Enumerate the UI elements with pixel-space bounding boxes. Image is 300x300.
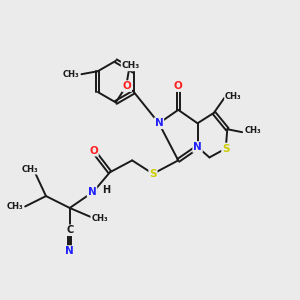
Text: H: H — [102, 185, 110, 195]
Text: C: C — [66, 225, 74, 235]
Text: S: S — [149, 169, 157, 179]
Text: O: O — [127, 61, 135, 70]
Text: O: O — [174, 81, 183, 91]
Text: CH₃: CH₃ — [225, 92, 242, 101]
Text: CH₃: CH₃ — [21, 165, 38, 174]
Text: CH₃: CH₃ — [63, 70, 80, 79]
Text: O: O — [89, 146, 98, 156]
Text: N: N — [154, 118, 163, 128]
Text: CH₃: CH₃ — [91, 214, 108, 223]
Text: CH₃: CH₃ — [7, 202, 23, 211]
Text: CH₃: CH₃ — [122, 61, 140, 70]
Text: O: O — [122, 81, 131, 91]
Text: CH₃: CH₃ — [244, 126, 261, 135]
Text: N: N — [88, 187, 96, 196]
Text: S: S — [222, 143, 230, 154]
Text: N: N — [65, 246, 74, 256]
Text: N: N — [193, 142, 202, 152]
